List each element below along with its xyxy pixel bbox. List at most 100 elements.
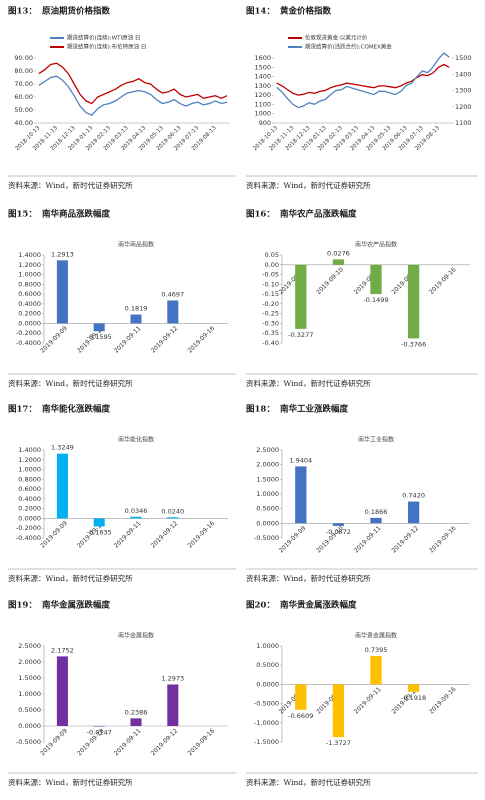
source: 资料来源：Wind，新时代证券研究所	[246, 378, 371, 388]
data-label: -0.3766	[401, 340, 426, 348]
y-tick-label: 1.0000	[18, 271, 41, 279]
y-tick-label: 0.8000	[18, 280, 41, 288]
y2-tick-label: 1100	[455, 119, 472, 127]
data-label: 1.3249	[51, 444, 74, 452]
bar	[332, 259, 345, 265]
figure-number: 图19：	[8, 601, 37, 611]
bar	[295, 466, 307, 524]
data-label: 0.7395	[365, 646, 388, 654]
chart-subtitle: 南华工业指数	[358, 436, 394, 444]
bar	[167, 517, 179, 519]
source: 资料来源：Wind，新时代证券研究所	[8, 180, 133, 190]
bar	[130, 516, 142, 519]
data-label: 0.1866	[365, 508, 388, 516]
y-tick-label: 1.4000	[18, 446, 41, 454]
bar	[370, 517, 382, 524]
source: 资料来源：Wind，新时代证券研究所	[246, 573, 371, 583]
source: 资料来源：Wind，新时代证券研究所	[8, 378, 133, 388]
y-tick-label: 0.00	[265, 261, 279, 269]
y-tick-label: -0.2000	[16, 329, 41, 337]
y-tick-label: 2.0000	[256, 461, 279, 469]
y-tick-label: 1600	[254, 54, 271, 62]
figure-number: 图17：	[8, 405, 37, 415]
figure-number: 图14：	[246, 7, 275, 17]
y-tick-label: 0.2000	[18, 505, 41, 513]
x-tick-label: 2019-09-16	[186, 325, 216, 355]
y-tick-label: 0.4000	[18, 300, 41, 308]
x-tick-label: 2019-09-11	[113, 520, 143, 550]
y-tick-label: 1.0000	[18, 690, 41, 698]
y-tick-label: 1.0000	[256, 490, 279, 498]
figure-number: 图16：	[246, 210, 275, 220]
source: 资料来源：Wind，新时代证券研究所	[8, 777, 133, 787]
y-tick-label: -0.5000	[254, 700, 279, 708]
y2-tick-label: 1300	[455, 87, 472, 95]
figure-number: 图13：	[8, 7, 37, 17]
figure-title: 南华工业涨跌幅度	[280, 404, 349, 415]
legend-label: 期货结算价(活跃合约):COMEX黄金	[305, 43, 392, 51]
data-label: -0.1499	[363, 296, 388, 304]
figure-title: 南华农产品涨跌幅度	[280, 209, 357, 220]
data-label: 0.0240	[161, 507, 184, 515]
data-label: -0.3277	[288, 331, 313, 339]
figure-number: 图18：	[246, 405, 275, 415]
bar	[407, 501, 420, 524]
data-label: -1.3727	[326, 739, 351, 747]
figure-number: 图15：	[8, 210, 37, 220]
x-tick-label: 2019-09-16	[428, 266, 458, 296]
y-tick-label: 1400	[254, 73, 271, 81]
y-tick-label: 40.00	[14, 119, 33, 127]
data-label: -0.6609	[288, 712, 313, 720]
chart-subtitle: 南华农产品指数	[355, 241, 397, 249]
x-tick-label: 2019-09-16	[186, 727, 216, 757]
y-tick-label: 70.00	[14, 80, 33, 88]
y-tick-label: -0.5000	[16, 738, 41, 746]
x-tick-label: 2019-09-12	[150, 325, 180, 355]
line-series	[38, 75, 228, 116]
bar	[56, 453, 68, 519]
y-tick-label: -0.30	[262, 319, 279, 327]
y-tick-label: -0.35	[262, 329, 279, 337]
y-tick-label: 90.00	[14, 54, 33, 62]
chart-subtitle: 南华贵金属指数	[355, 632, 397, 640]
y-tick-label: 0.8000	[18, 475, 41, 483]
x-tick-label: 2019-09-11	[353, 686, 383, 716]
bar	[93, 518, 105, 527]
y-tick-label: 0.5000	[256, 505, 279, 513]
figure-title: 原油期货价格指数	[42, 6, 111, 17]
y-tick-label: -0.05	[262, 271, 279, 279]
y-tick-label: -0.5000	[254, 534, 279, 542]
y-tick-label: -1.5000	[254, 738, 279, 746]
bar	[130, 314, 142, 324]
legend-label: 期货结算价(连续):布伦特原油 日	[67, 43, 146, 51]
x-tick-label: 2019-09-10	[315, 266, 345, 296]
data-label: 1.2913	[51, 250, 74, 258]
legend-label: 期货结算价(连续):WTI原油 日	[67, 34, 140, 42]
y-tick-label: 1000	[254, 110, 271, 118]
line-series	[276, 63, 450, 96]
y2-tick-label: 1400	[455, 70, 472, 78]
source: 资料来源：Wind，新时代证券研究所	[8, 573, 133, 583]
y-tick-label: 1.0000	[18, 466, 41, 474]
figure-title: 南华贵金属涨跌幅度	[280, 600, 357, 611]
y-tick-label: 1.5000	[18, 674, 41, 682]
y-tick-label: 0.0000	[18, 722, 41, 730]
data-label: 2.1752	[51, 646, 74, 654]
y-tick-label: 0.05	[265, 251, 279, 259]
y-tick-label: -0.20	[262, 300, 279, 308]
y-tick-label: 0.0000	[18, 514, 41, 522]
y-tick-label: 0.0000	[256, 680, 279, 688]
y-tick-label: -0.10	[262, 280, 279, 288]
line-series	[38, 62, 228, 105]
y2-tick-label: 1200	[455, 103, 472, 111]
y-tick-label: 1.5000	[256, 475, 279, 483]
figure-title: 南华能化涨跌幅度	[42, 404, 111, 415]
y-tick-label: -0.25	[262, 310, 279, 318]
bar	[407, 684, 420, 692]
source: 资料来源：Wind，新时代证券研究所	[246, 777, 371, 787]
bar	[370, 264, 382, 295]
data-label: 1.9404	[289, 456, 312, 464]
y-tick-label: 0.0000	[18, 319, 41, 327]
x-tick-label: 2019-09-12	[390, 525, 420, 555]
